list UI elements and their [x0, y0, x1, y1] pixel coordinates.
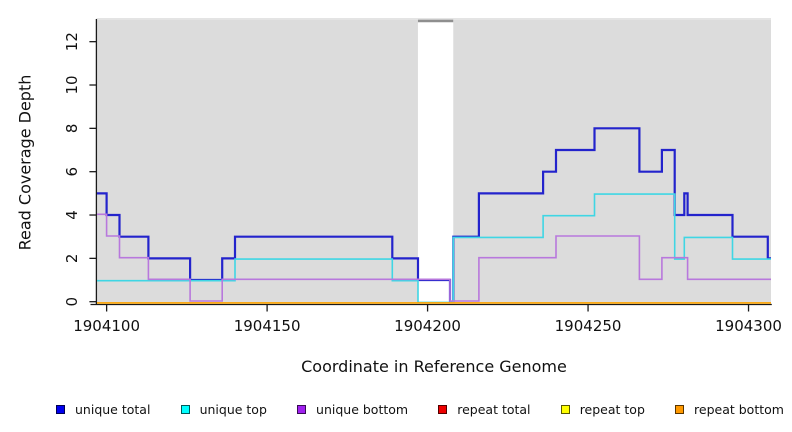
legend-item-unique-total: unique total — [56, 402, 150, 417]
y-tick-label: 0 — [63, 297, 81, 307]
y-tick-label: 12 — [63, 32, 81, 51]
x-axis-title: Coordinate in Reference Genome — [301, 357, 567, 376]
y-axis-title: Read Coverage Depth — [14, 0, 36, 324]
series-line-unique-total — [97, 127, 771, 303]
legend-swatch-repeat-top — [560, 404, 570, 414]
legend-label: unique top — [199, 401, 267, 417]
series-line-unique-top — [97, 193, 771, 304]
y-axis-title-text: Read Coverage Depth — [15, 74, 35, 250]
legend-label: repeat bottom — [694, 401, 784, 417]
series-line-unique-bottom — [97, 213, 771, 302]
x-tick-label: 1904200 — [394, 317, 461, 335]
legend-label: repeat top — [579, 401, 645, 417]
coverage-region-shaded — [97, 20, 418, 303]
legend-label: unique total — [75, 401, 151, 417]
x-tick-label: 1904150 — [234, 317, 301, 335]
legend-item-repeat-total: repeat total — [438, 401, 531, 417]
legend-swatch-repeat-total — [438, 404, 448, 414]
coverage-step-plot: 0 2 4 6 8 10 12 1904100 1904150 1904200 1904250 190… — [63, 18, 782, 335]
legend-swatch-repeat-bottom — [675, 404, 685, 414]
legend-label: repeat total — [457, 401, 531, 417]
legend-item-unique-top: unique top — [180, 401, 267, 417]
legend: unique total unique top unique bottom repea… — [0, 398, 792, 420]
legend-swatch-unique-bottom — [297, 404, 307, 414]
legend-swatch-unique-top — [180, 404, 190, 414]
y-tick-label: 8 — [63, 124, 81, 134]
x-tick-label: 1904250 — [555, 317, 622, 335]
y-tick-label: 4 — [63, 210, 81, 220]
x-tick-label: 1904300 — [715, 317, 782, 335]
y-tick-label: 6 — [63, 167, 81, 177]
legend-swatch-unique-total — [56, 404, 65, 414]
coverage-region-shaded — [453, 20, 771, 303]
y-tick-label: 10 — [63, 75, 81, 94]
legend-item-repeat-top: repeat top — [560, 401, 645, 417]
y-tick-label: 2 — [63, 254, 81, 264]
legend-label: unique bottom — [316, 401, 409, 417]
x-tick-label: 1904100 — [73, 317, 140, 335]
legend-item-unique-bottom: unique bottom — [297, 402, 408, 417]
legend-item-repeat-bottom: repeat bottom — [675, 402, 784, 417]
